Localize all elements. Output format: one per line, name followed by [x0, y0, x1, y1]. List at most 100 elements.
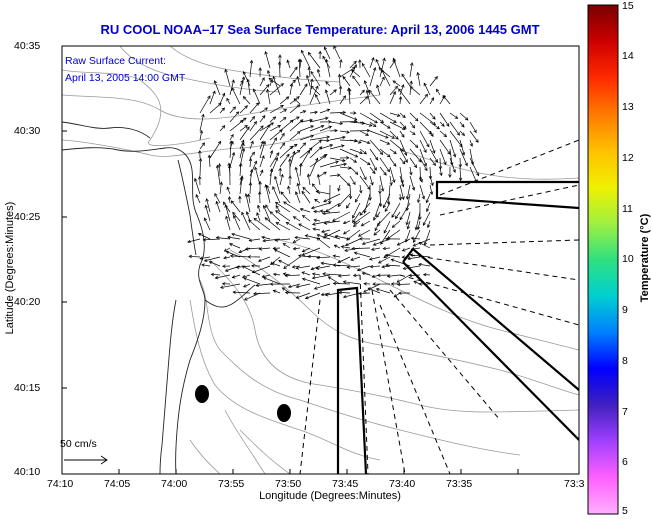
current-vector [337, 193, 351, 207]
current-vector [259, 122, 274, 132]
current-vector [214, 80, 221, 96]
current-vector [259, 141, 266, 159]
colorbar-tick-label: 5 [622, 505, 628, 517]
current-vector [248, 219, 261, 231]
current-vector-head [344, 242, 349, 247]
colorbar-tick-label: 12 [622, 152, 634, 164]
current-vector-head [381, 265, 385, 269]
current-vector-head [326, 135, 331, 139]
current-vector-head [383, 172, 387, 176]
current-vector-head [193, 177, 198, 182]
current-vector [469, 166, 478, 183]
current-vector-head [426, 143, 430, 148]
current-vector [328, 276, 341, 285]
current-vector-head [332, 281, 337, 286]
current-vector-head [294, 235, 298, 240]
current-vector [286, 221, 301, 231]
current-vector [411, 247, 421, 250]
current-vector [259, 107, 268, 114]
current-vector [337, 184, 341, 191]
current-vector [370, 265, 381, 268]
current-vector-head [240, 175, 244, 179]
current-vector-head [370, 247, 375, 251]
current-vector-head [247, 255, 251, 259]
current-vector-head [278, 54, 282, 58]
current-vector [378, 67, 391, 78]
current-vector-head [203, 217, 208, 222]
current-vector [292, 265, 301, 268]
current-vector [283, 243, 291, 249]
current-vector-head [372, 217, 377, 221]
current-vector [323, 229, 341, 239]
current-vector-head [188, 254, 193, 259]
current-vector-head [207, 95, 211, 100]
current-vector [255, 283, 271, 286]
current-vector-head [226, 186, 230, 191]
current-vector [319, 161, 339, 168]
current-vector-head [282, 243, 287, 247]
current-vector-head [244, 193, 249, 197]
current-vector-head [441, 123, 445, 127]
current-vector [322, 211, 341, 214]
current-vector [367, 287, 381, 294]
current-vector [409, 112, 419, 122]
current-vector-head [231, 79, 235, 83]
current-vector-head [418, 262, 422, 267]
current-vector [243, 277, 261, 285]
current-vector [429, 121, 440, 130]
current-vector-head [323, 233, 328, 237]
current-vector-head [323, 199, 327, 203]
current-vector [389, 112, 400, 117]
current-vector [359, 175, 371, 190]
current-vector-head [452, 169, 456, 173]
current-vector-head [229, 243, 233, 247]
current-vector-head [243, 277, 247, 281]
current-vector-head [221, 107, 225, 111]
current-vector-head [255, 102, 260, 106]
current-vector-head [334, 234, 339, 239]
current-vector-head [269, 79, 273, 83]
current-vector [333, 46, 341, 60]
current-vector [285, 274, 301, 277]
current-vector-head [253, 121, 257, 125]
current-vector-head [398, 88, 402, 92]
current-vector [205, 205, 211, 222]
current-vector-head [296, 131, 301, 135]
current-vector [239, 163, 242, 177]
current-vector [351, 247, 371, 249]
current-vector [227, 236, 241, 240]
current-vector [411, 237, 421, 240]
current-vector-head [368, 89, 373, 94]
current-vector [314, 283, 331, 290]
current-vector-head [275, 222, 280, 226]
current-vector [389, 166, 395, 183]
current-vector [302, 278, 321, 285]
current-vector-head [292, 150, 296, 155]
current-vector [302, 215, 311, 222]
current-vector [429, 184, 433, 195]
current-vector-head [314, 198, 318, 203]
current-vector-head [363, 176, 367, 181]
current-vector [409, 148, 422, 163]
current-vector-head [429, 191, 434, 196]
current-vector [312, 273, 321, 276]
current-vector [220, 283, 241, 289]
current-vector-head [442, 94, 447, 99]
current-vector [329, 89, 337, 96]
current-vector-head [204, 204, 208, 209]
current-vector [359, 130, 369, 136]
current-vector-head [215, 200, 219, 205]
current-vector-head [231, 87, 235, 91]
current-vector-head [292, 79, 296, 84]
current-vector [459, 148, 468, 166]
current-vector [254, 167, 261, 186]
current-vector [343, 220, 351, 224]
current-vector-head [386, 168, 390, 173]
current-vector-head [202, 238, 207, 242]
current-vector [333, 264, 351, 267]
current-vector-head [368, 123, 373, 127]
current-vector [208, 155, 211, 168]
current-vector-head [241, 76, 246, 81]
current-vector-head [294, 191, 299, 195]
current-vector [289, 151, 295, 168]
